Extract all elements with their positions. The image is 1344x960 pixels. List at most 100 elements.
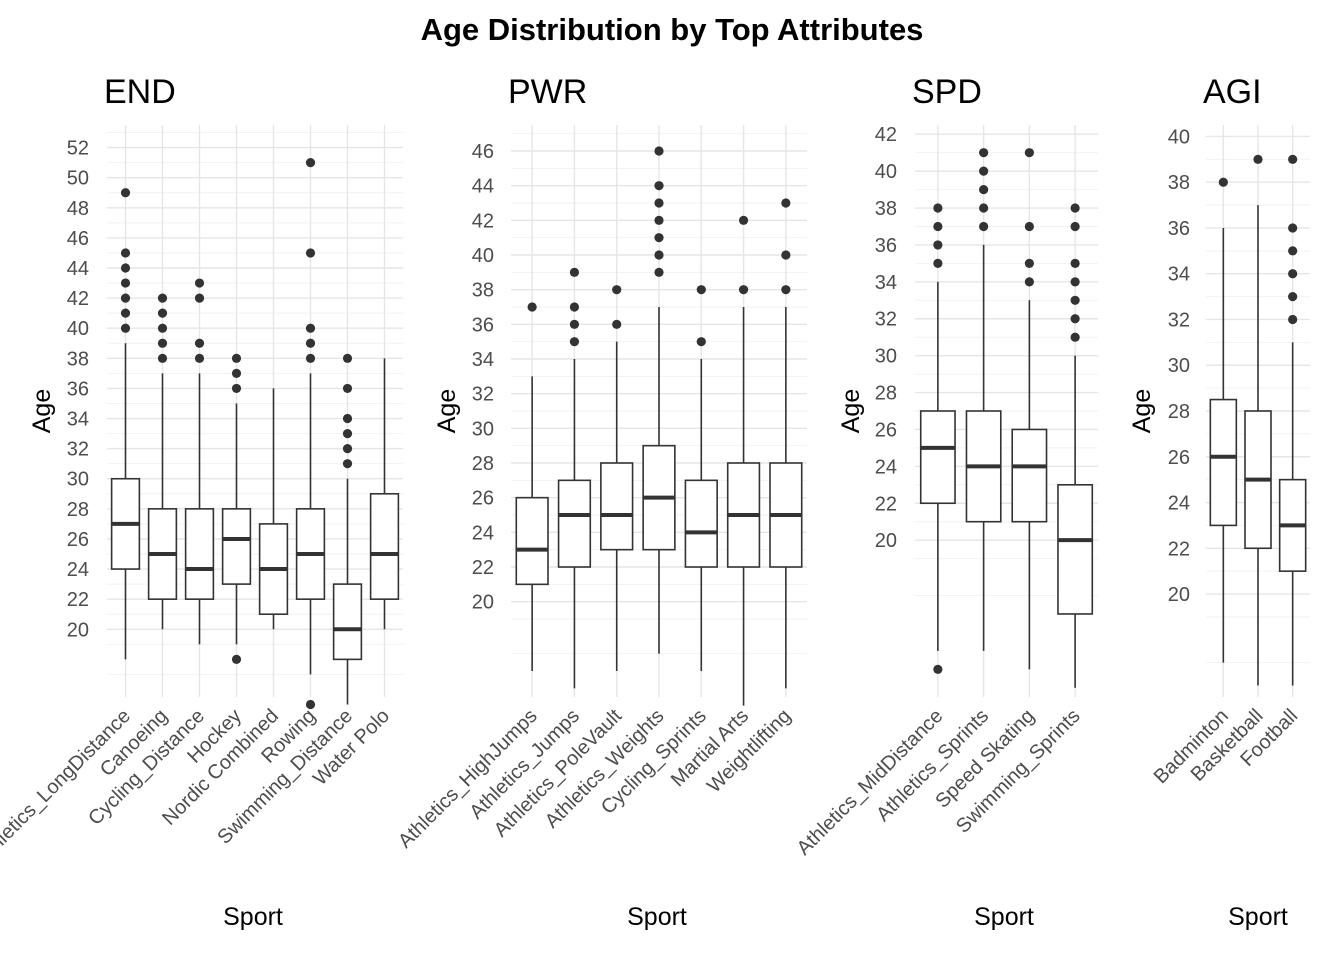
box-basketball — [1244, 154, 1272, 686]
outlier-point — [738, 285, 749, 295]
outlier-point — [1070, 277, 1080, 287]
box-rect — [919, 410, 956, 505]
outlier-point — [1288, 223, 1298, 233]
box-rect — [1057, 484, 1094, 615]
outlier-point — [342, 353, 353, 363]
outlier-point — [120, 323, 131, 333]
outlier-point — [120, 263, 131, 273]
outlier-point — [194, 293, 205, 303]
outlier-point — [1024, 277, 1034, 287]
outlier-point — [1070, 203, 1080, 213]
outlier-point — [1218, 177, 1228, 187]
outlier-point — [342, 413, 353, 424]
y-tick-label: 34 — [1168, 264, 1190, 286]
y-tick-label: 32 — [67, 439, 89, 461]
outlier-point — [157, 293, 168, 303]
box-nordic-combined — [258, 388, 289, 630]
panel-title: AGI — [1203, 73, 1262, 111]
outlier-point — [342, 459, 353, 469]
box-rect — [557, 479, 592, 568]
outlier-point — [120, 308, 131, 318]
panel-agi: 2022242628303234363840BadmintonBasketbal… — [1128, 73, 1310, 931]
outlier-point — [1070, 221, 1080, 232]
box-rect — [684, 479, 718, 568]
x-axis-title: Sport — [627, 903, 687, 931]
outlier-point — [612, 319, 622, 329]
y-tick-label: 28 — [472, 453, 494, 475]
y-tick-label: 20 — [875, 530, 897, 552]
outlier-point — [654, 215, 664, 225]
y-tick-label: 44 — [472, 176, 494, 198]
outlier-point — [979, 166, 989, 176]
outlier-point — [1070, 314, 1080, 324]
box-rect — [1209, 398, 1238, 527]
box-canoeing — [147, 293, 178, 630]
outlier-point — [696, 337, 706, 347]
y-tick-label: 30 — [67, 469, 89, 491]
box-weightlifting — [769, 198, 803, 689]
y-tick-label: 48 — [67, 198, 89, 220]
box-hockey — [221, 353, 252, 664]
y-tick-label: 36 — [472, 314, 494, 336]
y-tick-label: 40 — [875, 161, 897, 183]
y-tick-label: 46 — [472, 141, 494, 163]
box-cycling-sprints — [684, 285, 718, 671]
box-rect — [332, 583, 363, 661]
outlier-point — [738, 215, 749, 225]
box-athletics-weights — [642, 146, 676, 654]
y-tick-label: 24 — [67, 559, 89, 581]
outlier-point — [654, 181, 664, 191]
y-tick-label: 32 — [875, 309, 897, 331]
box-rect — [184, 508, 215, 600]
outlier-point — [120, 188, 131, 198]
outlier-point — [194, 353, 205, 363]
y-tick-label: 36 — [875, 235, 897, 257]
outlier-point — [305, 323, 316, 333]
outlier-point — [231, 353, 242, 363]
y-tick-label: 44 — [67, 258, 89, 280]
y-tick-label: 22 — [1168, 538, 1190, 560]
y-tick-label: 28 — [875, 383, 897, 405]
outlier-point — [1070, 258, 1080, 268]
y-tick-label: 40 — [1168, 126, 1190, 148]
y-tick-label: 38 — [875, 198, 897, 220]
panel-pwr: 2022242628303234363840424446Athletics_Hi… — [394, 73, 807, 931]
box-rect — [515, 496, 549, 586]
panels: 2022242628303234363840424446485052Athlet… — [0, 73, 1310, 931]
outlier-point — [1253, 154, 1263, 164]
outlier-point — [231, 368, 242, 378]
panel-end: 2022242628303234363840424446485052Athlet… — [0, 73, 403, 931]
box-swimming-sprints — [1057, 203, 1094, 688]
outlier-point — [1024, 221, 1034, 232]
y-tick-label: 42 — [472, 210, 494, 232]
outlier-point — [305, 699, 316, 710]
outlier-point — [781, 198, 791, 208]
outlier-point — [569, 302, 580, 312]
outlier-point — [120, 278, 131, 288]
y-tick-label: 26 — [1168, 447, 1190, 469]
y-tick-label: 24 — [472, 522, 494, 544]
outlier-point — [1288, 154, 1298, 164]
panel-title: SPD — [912, 73, 982, 111]
outlier-point — [569, 267, 580, 277]
outlier-point — [933, 664, 943, 674]
box-badminton — [1209, 177, 1238, 663]
x-axis-title: Sport — [223, 903, 283, 931]
outlier-point — [231, 383, 242, 394]
chart-title: Age Distribution by Top Attributes — [421, 12, 924, 47]
y-tick-label: 40 — [67, 318, 89, 340]
y-tick-label: 38 — [472, 280, 494, 302]
panel-title: END — [104, 73, 176, 111]
box-rect — [600, 462, 634, 551]
y-axis-title: Age — [837, 389, 865, 433]
panel-spd: 202224262830323436384042Athletics_MidDis… — [793, 73, 1098, 931]
outlier-point — [933, 203, 943, 213]
outlier-point — [342, 383, 353, 394]
y-tick-label: 24 — [1168, 493, 1190, 515]
outlier-point — [1070, 295, 1080, 305]
outlier-point — [305, 158, 316, 168]
box-athletics-middistance — [919, 203, 956, 674]
y-tick-label: 34 — [875, 272, 897, 294]
y-tick-label: 26 — [472, 488, 494, 510]
